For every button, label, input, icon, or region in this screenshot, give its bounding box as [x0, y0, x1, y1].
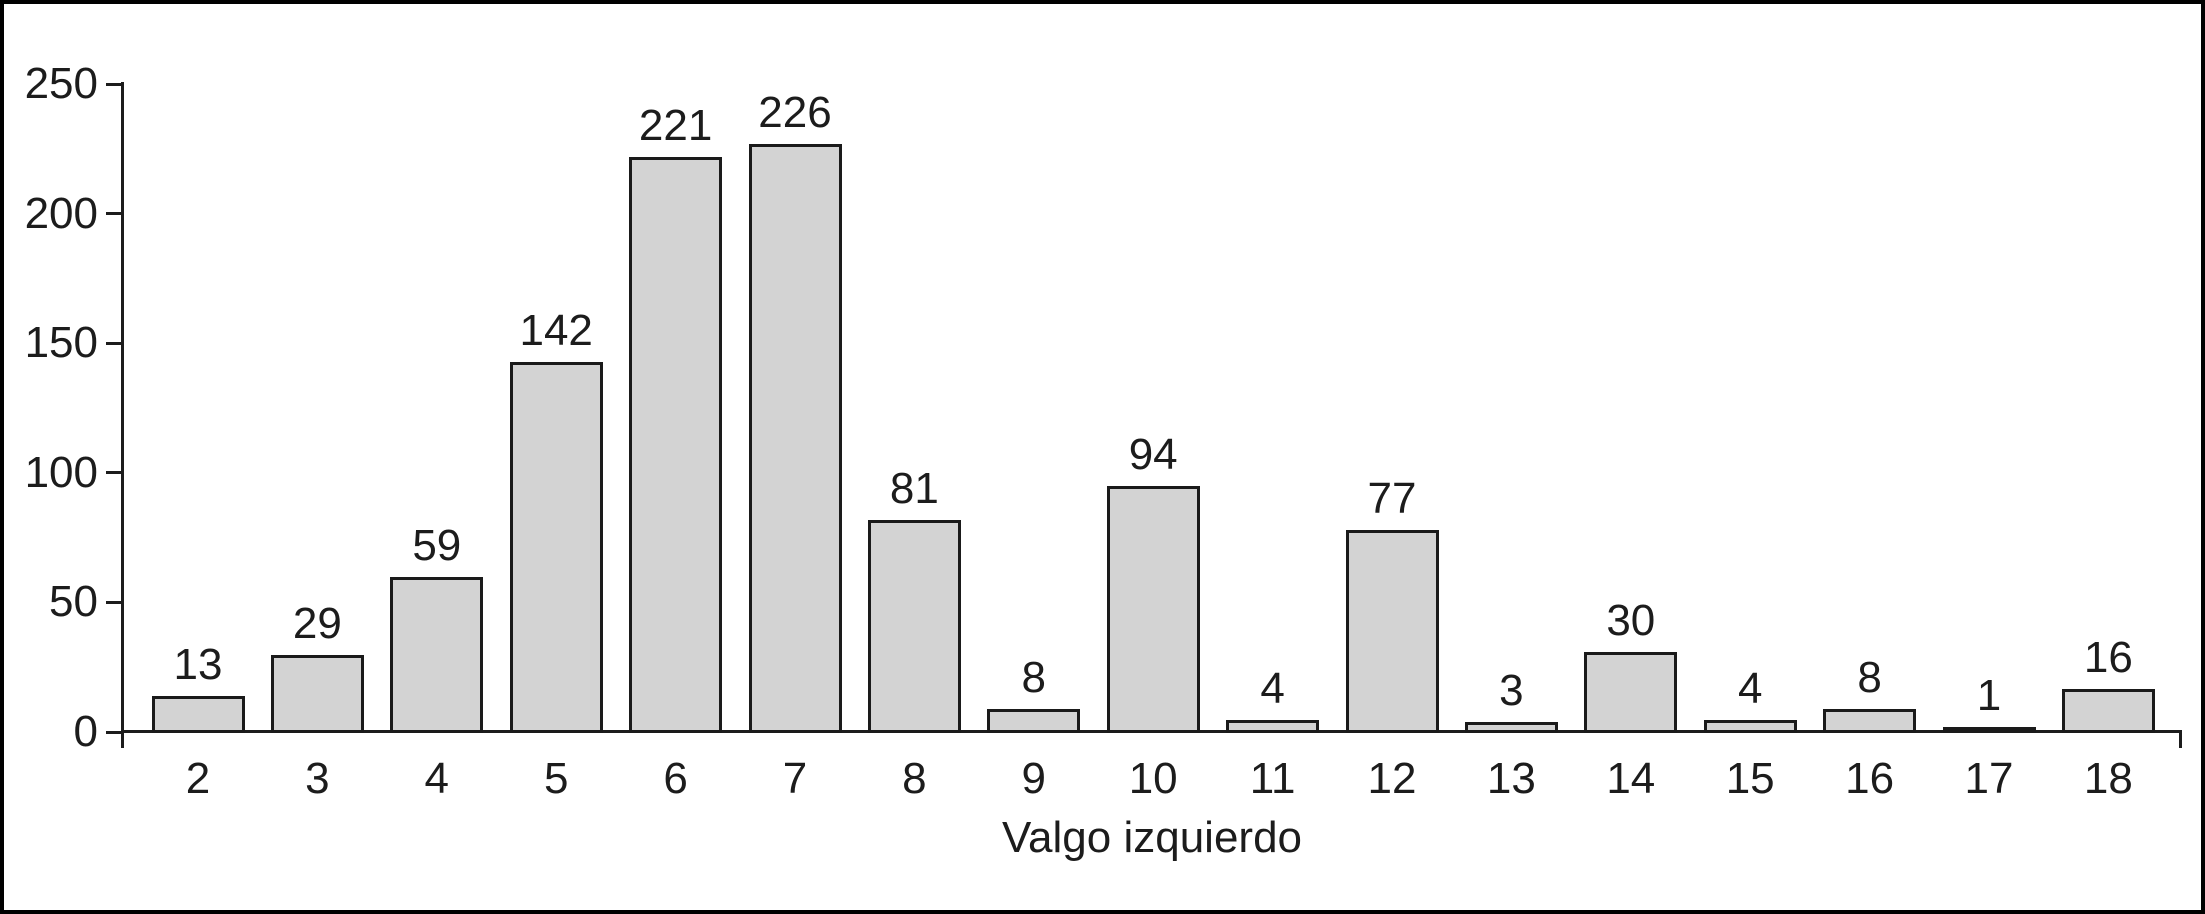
y-tick-label: 50	[49, 577, 98, 627]
x-tick-label: 3	[305, 754, 330, 803]
bar	[1942, 727, 2036, 734]
x-tick-label: 15	[1725, 754, 1775, 803]
bar-value-label: 8	[1021, 653, 1047, 703]
x-tick-label: 2	[185, 754, 211, 803]
bar-value-label: 94	[1128, 430, 1178, 480]
bar	[270, 654, 364, 733]
x-tick-label: 14	[1606, 754, 1656, 803]
x-tick-label: 8	[902, 754, 927, 803]
bar	[1345, 530, 1439, 733]
bar-value-label: 30	[1606, 596, 1656, 646]
bar-value-label: 59	[412, 521, 462, 571]
bar	[2061, 688, 2155, 733]
x-tick-label: 12	[1367, 754, 1417, 803]
x-tick-label: 9	[1021, 754, 1047, 803]
y-tick-mark	[106, 471, 121, 475]
bar-value-label: 16	[2083, 632, 2133, 682]
bar-value-label: 221	[638, 101, 713, 151]
bar-value-label: 142	[519, 305, 593, 355]
bar-value-label: 1	[1976, 671, 2002, 721]
bar-value-label: 3	[1499, 666, 1524, 716]
bar	[509, 361, 603, 733]
x-tick-label: 18	[2083, 754, 2133, 803]
y-tick-mark	[106, 82, 121, 86]
bar	[1823, 709, 1917, 733]
bar-value-label: 4	[1260, 663, 1285, 713]
bar-value-label: 81	[889, 464, 939, 514]
bar	[1226, 719, 1320, 733]
bar-value-label: 8	[1857, 653, 1882, 703]
x-tick-label: 6	[663, 754, 688, 803]
bar	[1584, 652, 1678, 733]
bar	[390, 577, 484, 733]
x-tick-label: 11	[1249, 754, 1296, 803]
y-tick-mark	[106, 730, 121, 734]
y-tick-label: 100	[24, 447, 98, 497]
x-tick-label: 10	[1128, 754, 1178, 803]
bar	[1464, 722, 1558, 733]
plot-area: 0 50 100 150 200 250 13 29 59 142 221 226 81 8 94 4 77 3…	[4, 4, 2201, 910]
x-tick-label: 13	[1486, 754, 1536, 803]
bar	[1106, 486, 1200, 733]
bar	[151, 696, 245, 733]
bar	[867, 520, 961, 733]
bar	[987, 709, 1081, 733]
x-axis-end-tick	[2179, 730, 2182, 748]
y-axis-line	[121, 82, 124, 748]
y-tick-label: 250	[24, 59, 98, 108]
bar	[748, 144, 842, 733]
y-tick-label: 200	[24, 188, 98, 238]
y-tick-mark	[106, 212, 121, 216]
x-axis-title: Valgo izquierdo	[1001, 813, 1303, 862]
bar-value-label: 77	[1367, 474, 1417, 524]
y-tick-label: 150	[24, 318, 98, 368]
x-tick-label: 5	[543, 754, 569, 803]
y-tick-mark	[106, 341, 121, 345]
x-tick-label: 4	[424, 754, 450, 803]
x-tick-label: 17	[1964, 754, 2014, 803]
y-tick-label: 0	[73, 707, 98, 756]
y-tick-mark	[106, 600, 121, 604]
bar	[629, 157, 723, 733]
bar	[1703, 719, 1797, 733]
x-tick-label: 16	[1845, 754, 1895, 803]
x-tick-label: 7	[782, 754, 808, 803]
bar-value-label: 13	[173, 640, 223, 690]
bar-value-label: 29	[292, 598, 342, 648]
bar-value-label: 4	[1737, 663, 1763, 713]
bar-value-label: 226	[758, 88, 832, 138]
